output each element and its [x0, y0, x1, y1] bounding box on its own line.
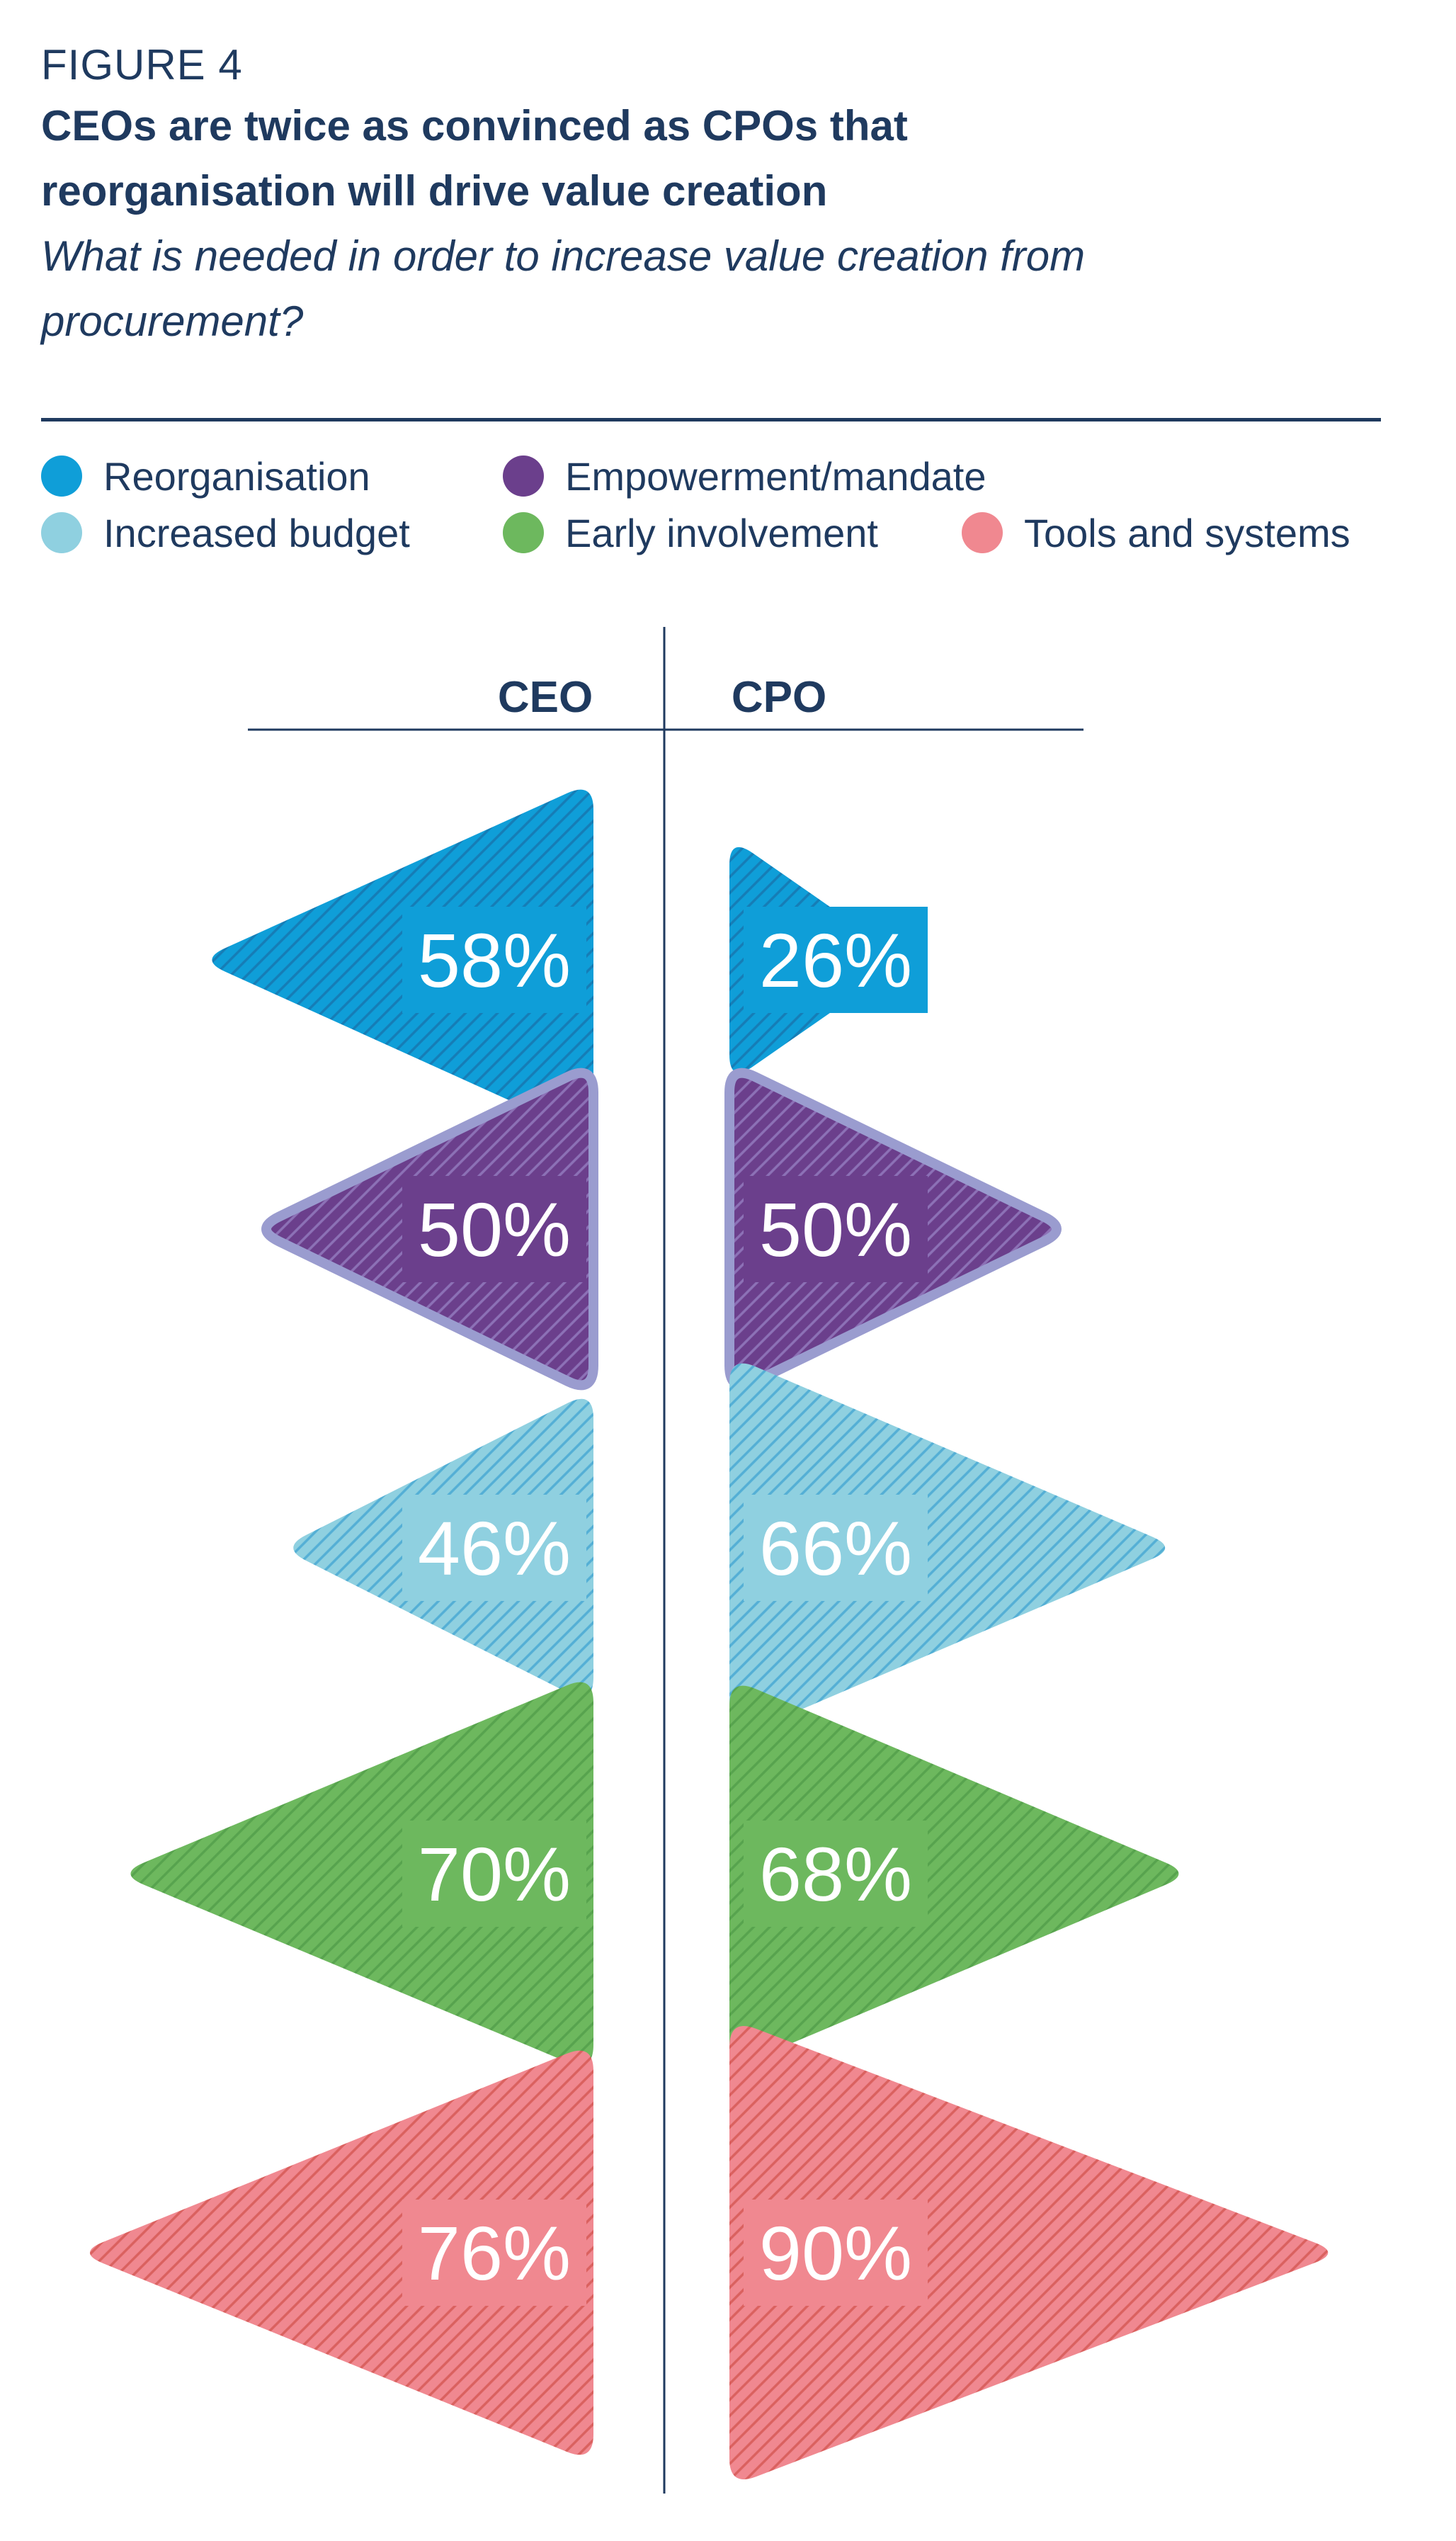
- legend-item-tools-systems: Tools and systems: [962, 504, 1350, 561]
- chart-title: CEOs are twice as convinced as CPOs that…: [41, 102, 908, 215]
- value-label-ceo-empowerment-mandate: 50%: [418, 1187, 571, 1272]
- value-label-bg-ceo-3: [402, 1821, 586, 1927]
- column-header-cpo: CPO: [732, 673, 826, 722]
- value-label-ceo-increased-budget: 46%: [418, 1505, 571, 1591]
- value-label-bg-ceo-0: [402, 907, 586, 1013]
- header-divider: [41, 418, 1381, 421]
- value-label-bg-ceo-1: [402, 1176, 586, 1282]
- legend-item-reorganisation: Reorganisation: [41, 448, 370, 504]
- value-label-cpo-tools-and-systems: 90%: [759, 2210, 912, 2296]
- legend-label-early-involvement: Early involvement: [565, 510, 878, 555]
- series-cpo: 26% 50% 66% 68% 90%: [724, 847, 1329, 2479]
- legend-item-empowerment: Empowerment/mandate: [503, 448, 986, 504]
- legend-label-increased-budget: Increased budget: [103, 510, 410, 555]
- value-label-cpo-early-involvement: 68%: [759, 1831, 912, 1917]
- value-label-cpo-increased-budget: 66%: [759, 1505, 912, 1591]
- legend-swatch-reorganisation: [41, 455, 82, 497]
- triangle-cpo-increased-budget: [729, 1363, 1166, 1733]
- legend-label-tools-systems: Tools and systems: [1024, 510, 1350, 555]
- legend-label-empowerment: Empowerment/mandate: [565, 453, 986, 499]
- column-header-ceo: CEO: [498, 673, 593, 722]
- value-label-ceo-early-involvement: 70%: [418, 1831, 571, 1917]
- triangle-cpo-tools-and-systems: [729, 2026, 1329, 2479]
- value-label-bg-ceo-4: [402, 2200, 586, 2306]
- triangle-ceo-early-involvement: [130, 1682, 593, 2066]
- value-label-bg-cpo-2: [744, 1495, 928, 1601]
- value-label-bg-cpo-4: [744, 2200, 928, 2306]
- value-label-ceo-tools-and-systems: 76%: [418, 2210, 571, 2296]
- legend-swatch-increased-budget: [41, 512, 82, 553]
- value-label-cpo-empowerment-mandate: 50%: [759, 1187, 912, 1272]
- value-label-cpo-reorganisation: 26%: [759, 917, 912, 1003]
- figure-header: FIGURE 4 CEOs are twice as convinced as …: [41, 37, 1387, 354]
- series-ceo: 58% 50% 46% 70% 76%: [89, 789, 598, 2455]
- legend-swatch-tools-systems: [962, 512, 1003, 553]
- chart-subtitle: What is needed in order to increase valu…: [41, 232, 1086, 345]
- value-label-bg-cpo-1: [744, 1176, 928, 1282]
- value-label-bg-ceo-2: [402, 1495, 586, 1601]
- legend: Reorganisation Empowerment/mandate Incre…: [41, 448, 1422, 568]
- figure-label: FIGURE 4: [41, 41, 243, 89]
- triangle-ceo-tools-and-systems: [89, 2050, 593, 2455]
- value-label-ceo-reorganisation: 58%: [418, 917, 571, 1003]
- legend-swatch-early-involvement: [503, 512, 544, 553]
- value-label-bg-cpo-3: [744, 1821, 928, 1927]
- legend-swatch-empowerment: [503, 455, 544, 497]
- value-label-bg-cpo-0: [744, 907, 928, 1013]
- legend-item-increased-budget: Increased budget: [41, 504, 410, 561]
- triangle-cpo-early-involvement: [729, 1685, 1179, 2062]
- legend-label-reorganisation: Reorganisation: [103, 453, 370, 499]
- legend-item-early-involvement: Early involvement: [503, 504, 878, 561]
